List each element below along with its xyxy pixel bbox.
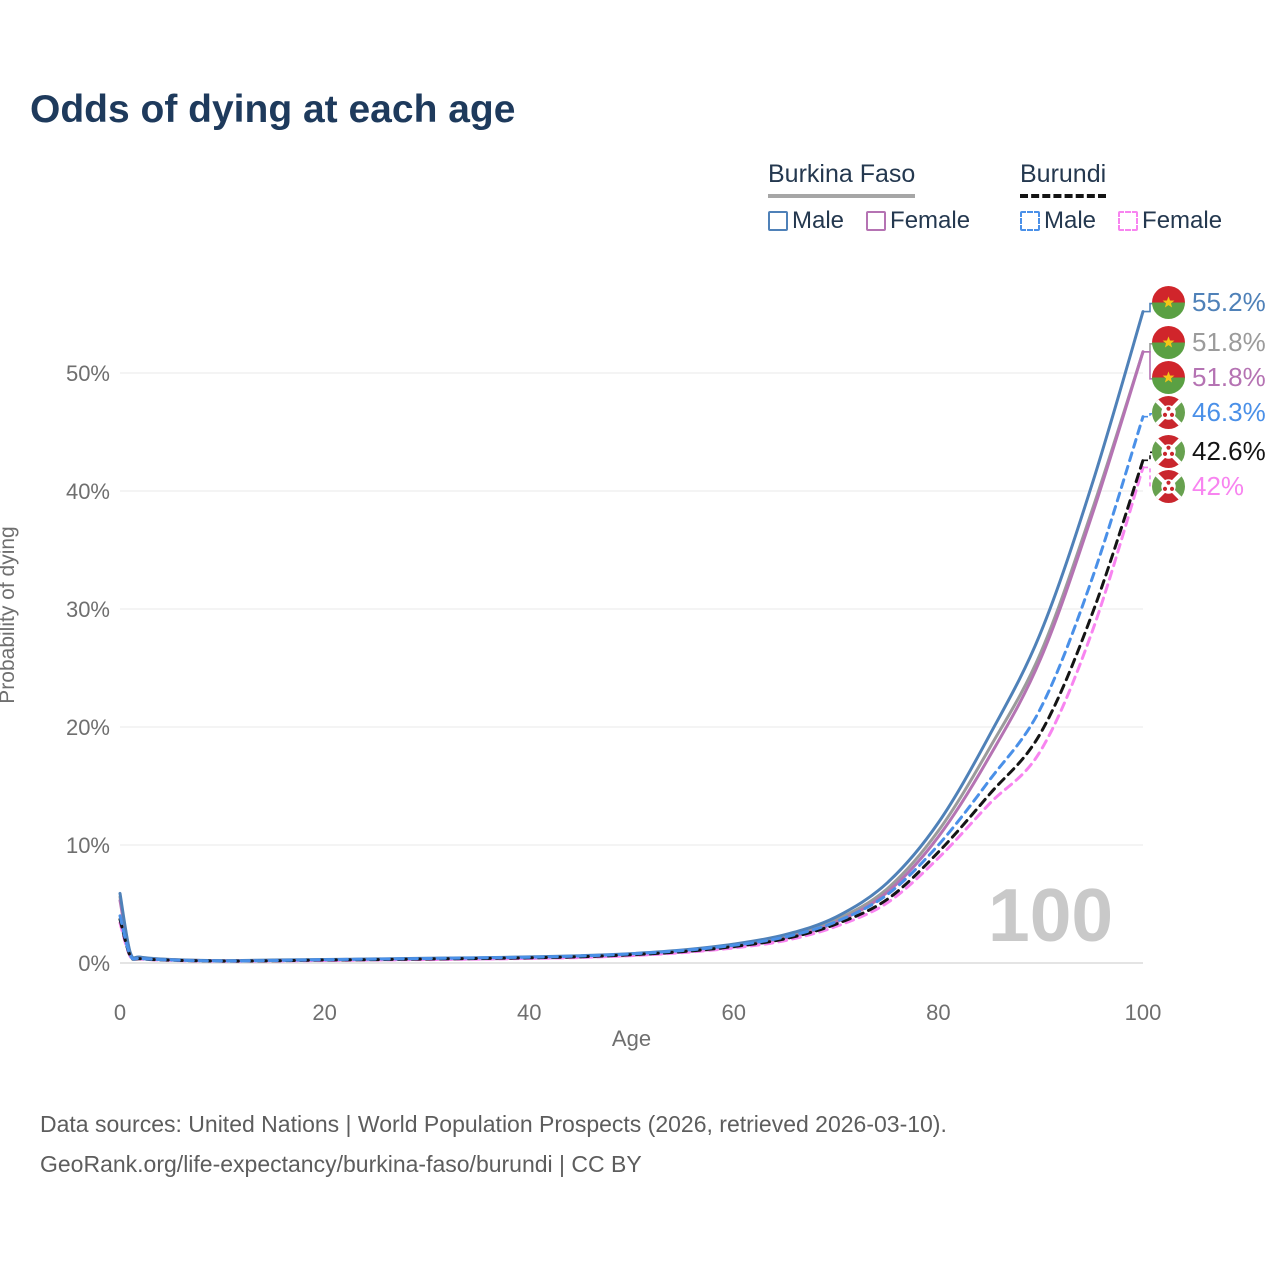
series-line-burkina-faso-female[interactable] [118,350,1145,963]
end-label-burundi-male: 46.3% [1152,396,1266,430]
burundi-flag-icon [1152,434,1185,468]
burkina-faso-flag-icon [1152,361,1185,395]
y-tick-label-20%: 20% [66,715,110,740]
footer-attribution-line: GeoRank.org/life-expectancy/burkina-faso… [40,1151,642,1177]
legend-country-burundi[interactable]: Burundi [1020,160,1107,198]
end-label-burkina-faso-both-sexes: 51.8% [1152,326,1266,360]
end-label-value: 42.6% [1192,435,1266,466]
legend-group-burundi: Burundi Male Female [1020,160,1222,235]
legend-item-burkina-faso-female[interactable]: Female [866,207,970,235]
end-label-value: 42% [1192,470,1245,501]
age-watermark: 100 [988,873,1114,957]
legend-country-burkina-faso[interactable]: Burkina Faso [768,160,916,198]
end-label-burundi-female: 42% [1152,469,1245,503]
y-tick-label-40%: 40% [66,479,110,504]
legend-item-label: Female [890,207,971,234]
series-line-burundi-male[interactable] [118,415,1145,963]
end-label-burundi-both-sexes: 42.6% [1152,434,1266,468]
series-line-burundi-female[interactable] [118,465,1145,963]
legend-item-burundi-female[interactable]: Female [1118,207,1222,235]
burkina-faso-flag-icon [1152,286,1185,320]
legend-item-label: Male [1044,207,1097,234]
legend-item-burkina-faso-male[interactable]: Male [768,207,844,235]
end-label-value: 51.8% [1192,362,1266,393]
series-line-burkina-faso-male[interactable] [118,310,1145,963]
legend-group-burkina-faso: Burkina Faso Male Female [768,160,970,235]
legend-swatch-dashed-male-icon [1020,211,1040,231]
burundi-flag-icon [1152,396,1185,430]
y-tick-label-50%: 50% [66,361,110,386]
x-tick-label-40: 40 [517,1000,541,1025]
footer-sources-line: Data sources: United Nations | World Pop… [40,1111,947,1137]
x-tick-label-0: 0 [114,1000,126,1025]
burkina-faso-flag-icon [1152,326,1185,360]
legend-swatch-solid-male-icon [768,211,788,231]
legend-item-label: Female [1142,207,1223,234]
end-label-connector-burundi-male [1144,413,1155,418]
end-label-value: 46.3% [1192,397,1266,428]
x-axis-title: Age [611,1026,652,1051]
legend-item-burundi-male[interactable]: Male [1020,207,1096,235]
x-tick-label-20: 20 [312,1000,336,1025]
series-line-burkina-faso-both-sexes[interactable] [118,350,1145,963]
footer: Data sources: United Nations | World Pop… [40,1104,947,1184]
y-tick-label-10%: 10% [66,833,110,858]
legend-item-label: Male [792,207,845,234]
y-tick-label-30%: 30% [66,597,110,622]
page-title: Odds of dying at each age [30,88,516,131]
end-label-burkina-faso-female: 51.8% [1152,361,1266,395]
x-tick-label-60: 60 [722,1000,746,1025]
x-tick-label-80: 80 [926,1000,950,1025]
y-tick-label-0%: 0% [78,951,110,976]
end-label-value: 51.8% [1192,327,1266,358]
legend-swatch-dashed-female-icon [1118,211,1139,231]
series-line-burundi-both-sexes[interactable] [118,458,1145,963]
end-label-value: 55.2% [1192,287,1266,318]
burundi-flag-icon [1152,469,1185,503]
legend-swatch-solid-female-icon [866,211,887,231]
end-label-burkina-faso-male: 55.2% [1152,286,1266,320]
x-tick-label-100: 100 [1125,1000,1162,1025]
